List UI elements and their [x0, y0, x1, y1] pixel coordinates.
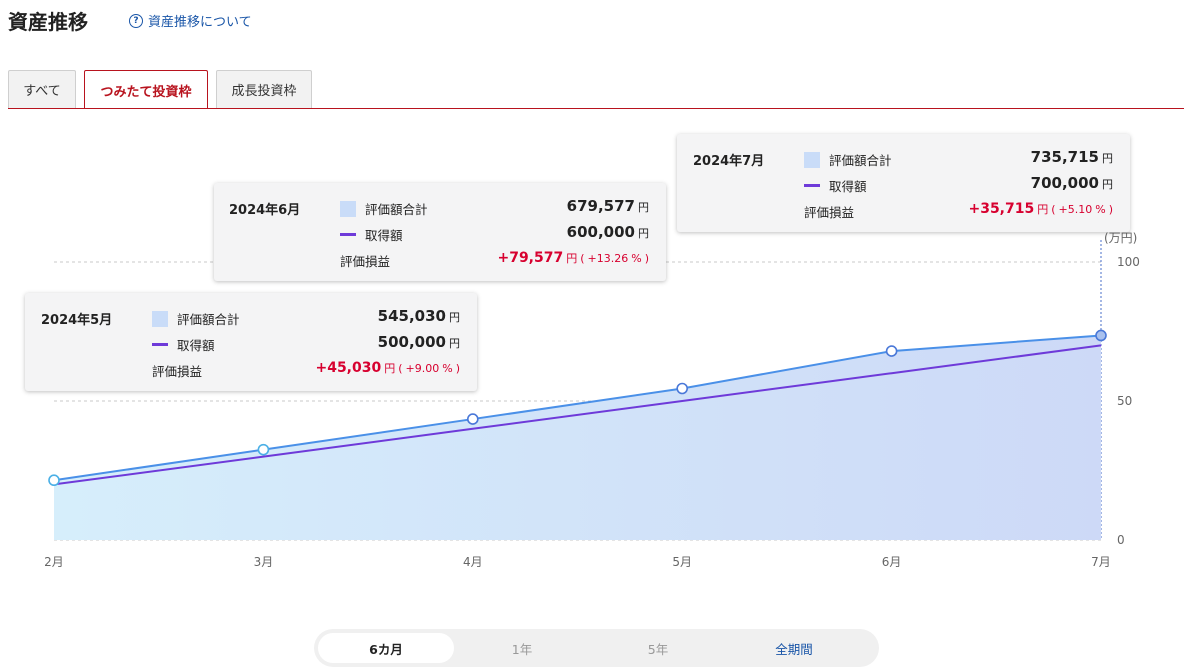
valuation-point	[48, 474, 60, 487]
tooltip-month: 2024年6月	[229, 203, 301, 218]
x-tick-label: 5月	[672, 555, 692, 569]
valuation-value: 679,577 円	[566, 197, 649, 215]
valuation-point	[885, 345, 898, 357]
period-5y-button[interactable]: 5年	[647, 641, 669, 657]
pl-label: 評価損益	[152, 364, 203, 379]
pl-value: +35,715 円(+5.10%)	[968, 201, 1113, 217]
x-tick-label: 2月	[44, 555, 64, 569]
valuation-point	[466, 413, 479, 425]
pl-value: +79,577 円(+13.26%)	[497, 250, 649, 266]
x-tick-label: 6月	[882, 555, 902, 569]
period-1y-button[interactable]: 1年	[511, 641, 533, 657]
valuation-point	[1095, 329, 1107, 342]
y-tick-label: 100	[1117, 255, 1140, 269]
valuation-swatch	[152, 310, 168, 327]
valuation-value: 735,715 円	[1030, 148, 1113, 166]
tab-growth[interactable]: 成長投資枠	[216, 70, 312, 108]
cost-label: 取得額	[829, 179, 867, 194]
x-tick-label: 3月	[254, 555, 274, 569]
valuation-point	[676, 382, 689, 395]
valuation-label: 評価額合計	[365, 202, 428, 217]
cost-line	[53, 344, 1102, 486]
page-title: 資産推移	[8, 10, 88, 34]
valuation-label: 評価額合計	[177, 312, 240, 327]
x-tick-label: 4月	[463, 555, 483, 569]
tooltip-may: 2024年5月 評価額合計 545,030 円 取得額 500,000 円 評価損益…	[25, 293, 477, 391]
tab-all[interactable]: すべて	[8, 70, 76, 108]
y-tick-label: 50	[1117, 394, 1132, 408]
help-link[interactable]: ? 資産推移について	[129, 11, 252, 30]
tooltip-month: 2024年7月	[693, 154, 765, 169]
tooltip-june: 2024年6月 評価額合計 679,577 円 取得額 600,000 円 評価損益…	[214, 183, 666, 281]
valuation-swatch	[340, 200, 356, 217]
tooltip-july: 2024年7月 評価額合計 735,715 円 取得額 700,000 円 評価損益…	[677, 134, 1130, 232]
cost-value: 600,000 円	[566, 223, 649, 241]
cost-label: 取得額	[177, 338, 215, 353]
tab-tsumitate[interactable]: つみたて投資枠	[84, 70, 208, 109]
valuation-line	[53, 334, 1102, 482]
period-all-button[interactable]: 全期間	[775, 641, 813, 657]
tooltip-month: 2024年5月	[41, 313, 113, 328]
period-selector: 6カ月 1年 5年 全期間	[314, 629, 879, 667]
valuation-point	[257, 443, 270, 456]
y-unit-label: (万円)	[1104, 231, 1137, 245]
valuation-label: 評価額合計	[829, 153, 892, 168]
x-tick-label: 7月	[1091, 555, 1111, 569]
pl-label: 評価損益	[804, 205, 855, 220]
valuation-swatch	[804, 151, 820, 168]
tab-underline	[8, 108, 1184, 109]
help-link-label: 資産推移について	[148, 15, 252, 30]
tab-bar: すべて つみたて投資枠 成長投資枠	[8, 70, 320, 109]
pl-value: +45,030 円(+9.00%)	[315, 360, 460, 376]
pl-label: 評価損益	[340, 254, 391, 269]
cost-swatch	[152, 343, 168, 346]
valuation-value: 545,030 円	[377, 307, 460, 325]
cost-swatch	[804, 184, 820, 187]
question-circle-icon: ?	[129, 13, 143, 28]
cost-swatch	[340, 233, 356, 236]
cost-label: 取得額	[365, 228, 403, 243]
cost-value: 700,000 円	[1030, 174, 1113, 192]
valuation-area	[54, 335, 1101, 540]
cost-value: 500,000 円	[377, 333, 460, 351]
y-tick-label: 0	[1117, 533, 1125, 547]
period-6m-button[interactable]: 6カ月	[318, 633, 454, 663]
